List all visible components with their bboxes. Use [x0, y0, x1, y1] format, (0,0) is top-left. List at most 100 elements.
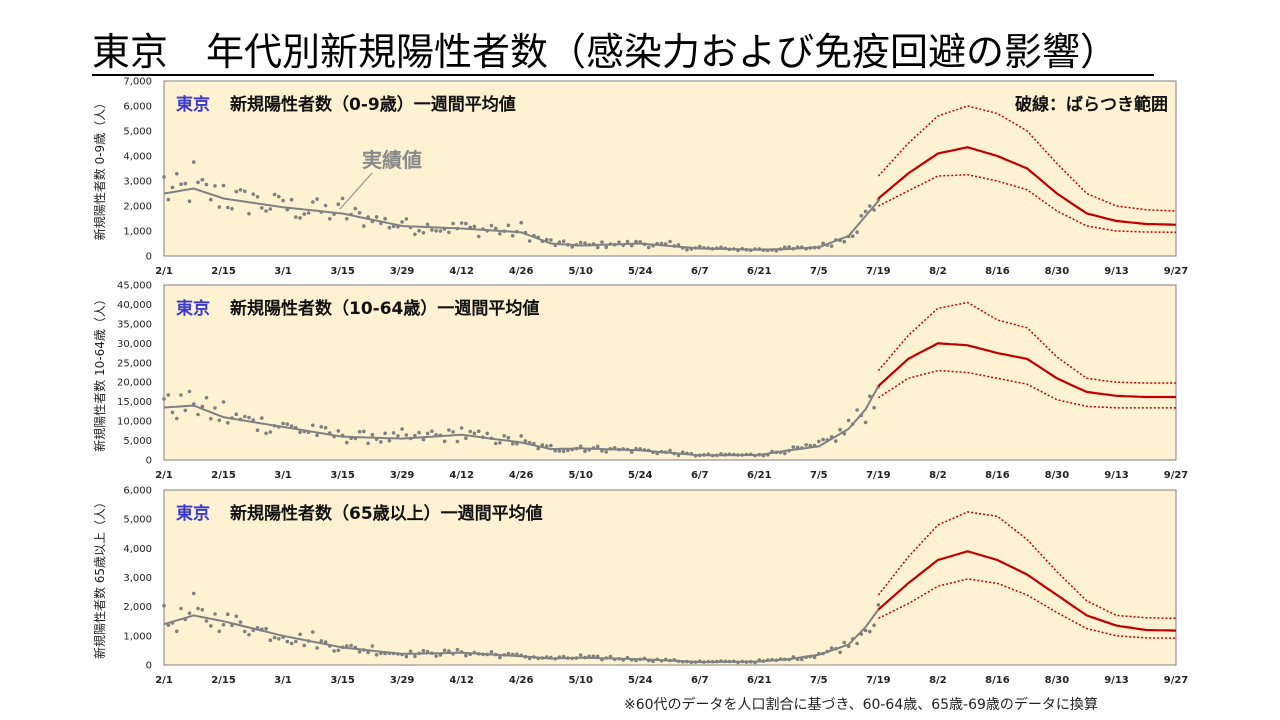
- actual-point: [264, 209, 268, 213]
- actual-point: [812, 655, 817, 660]
- actual-point: [251, 418, 256, 422]
- actual-point: [311, 630, 315, 634]
- actual-point: [472, 224, 477, 229]
- actual-point: [846, 418, 851, 423]
- actual-point: [374, 215, 379, 219]
- y-tick-label: 2,000: [123, 602, 152, 613]
- actual-point: [323, 425, 328, 430]
- actual-point: [196, 606, 200, 611]
- actual-point: [502, 434, 507, 438]
- x-tick-label: 7/5: [810, 675, 828, 686]
- x-tick-label: 8/16: [985, 470, 1010, 481]
- actual-point: [217, 418, 222, 423]
- actual-point: [247, 211, 251, 216]
- x-tick-label: 6/21: [747, 675, 772, 686]
- x-tick-label: 2/15: [211, 266, 236, 277]
- actual-point: [510, 441, 515, 446]
- actual-point: [536, 446, 540, 451]
- y-tick-label: 35,000: [117, 319, 152, 330]
- actual-point: [489, 223, 494, 228]
- actual-point: [204, 619, 209, 623]
- x-tick-label: 3/29: [390, 266, 415, 277]
- actual-point: [578, 240, 583, 245]
- actual-point: [260, 206, 264, 210]
- actual-point: [455, 647, 460, 652]
- actual-point: [842, 239, 847, 244]
- actual-point: [213, 406, 217, 410]
- actual-point: [404, 654, 409, 659]
- y-axis-label: 新規陽性者数 10-64歳（人）: [92, 293, 107, 452]
- actual-point: [821, 437, 825, 442]
- x-tick-label: 8/30: [1045, 266, 1070, 277]
- y-tick-label: 3,000: [123, 177, 152, 188]
- actual-point: [345, 440, 349, 445]
- x-tick-label: 7/5: [810, 266, 828, 277]
- actual-point: [583, 241, 587, 245]
- x-tick-label: 3/15: [330, 675, 355, 686]
- y-tick-label: 5,000: [123, 127, 152, 138]
- x-tick-label: 6/21: [747, 470, 772, 481]
- actual-point: [243, 629, 247, 634]
- actual-point: [600, 240, 604, 244]
- actual-point: [204, 182, 209, 187]
- x-tick-label: 4/26: [509, 266, 534, 277]
- forecast-line: [877, 550, 1177, 632]
- actual-point: [213, 184, 217, 188]
- actual-point: [234, 189, 239, 194]
- actual-point: [162, 397, 166, 401]
- actual-point: [357, 429, 362, 434]
- actual-point: [459, 221, 464, 225]
- actual-point: [868, 629, 872, 634]
- actual-point: [493, 226, 498, 231]
- actual-point: [221, 623, 226, 627]
- x-tick-label: 7/19: [866, 266, 891, 277]
- y-tick-label: 0: [146, 661, 152, 672]
- actual-point: [787, 245, 791, 249]
- actual-point: [549, 443, 553, 448]
- y-tick-label: 7,000: [123, 77, 152, 88]
- y-tick-label: 30,000: [117, 339, 152, 350]
- panel-title-prefix: 東京: [176, 298, 210, 319]
- x-tick-label: 8/16: [985, 675, 1010, 686]
- actual-point: [421, 437, 426, 442]
- x-tick-label: 8/2: [929, 675, 947, 686]
- actual-point: [306, 211, 311, 215]
- actual-point: [498, 441, 502, 445]
- x-tick-label: 8/2: [929, 470, 947, 481]
- y-tick-label: 40,000: [117, 300, 152, 311]
- x-tick-label: 3/29: [390, 470, 415, 481]
- x-tick-label: 5/10: [568, 675, 593, 686]
- y-tick-label: 25,000: [117, 358, 152, 369]
- actual-point: [226, 421, 230, 425]
- actual-point: [289, 641, 294, 646]
- actual-point: [868, 394, 872, 399]
- actual-point: [226, 612, 230, 616]
- y-tick-label: 4,000: [123, 544, 152, 555]
- x-tick-label: 6/7: [691, 266, 709, 277]
- actual-point: [187, 199, 192, 203]
- x-tick-label: 3/1: [274, 266, 292, 277]
- forecast-line: [877, 146, 1177, 226]
- actual-point: [196, 412, 200, 417]
- actual-point: [578, 653, 583, 657]
- actual-point: [319, 425, 324, 429]
- y-tick-label: 4,000: [123, 152, 152, 163]
- y-tick-label: 5,000: [123, 515, 152, 526]
- actual-point: [192, 591, 196, 596]
- actual-point: [400, 427, 404, 431]
- actual-point: [868, 204, 872, 208]
- forecast-line: [877, 342, 1176, 399]
- actual-point: [234, 412, 239, 417]
- actual-line: [163, 609, 880, 664]
- x-tick-label: 2/1: [155, 266, 173, 277]
- actual-point: [476, 234, 481, 239]
- x-tick-label: 3/1: [274, 470, 292, 481]
- actual-point: [294, 639, 298, 644]
- actual-point: [417, 228, 421, 233]
- x-tick-label: 9/27: [1164, 675, 1189, 686]
- actual-point: [315, 433, 319, 438]
- actual-point: [366, 441, 370, 446]
- actual-point: [464, 436, 468, 441]
- actual-point: [264, 626, 268, 631]
